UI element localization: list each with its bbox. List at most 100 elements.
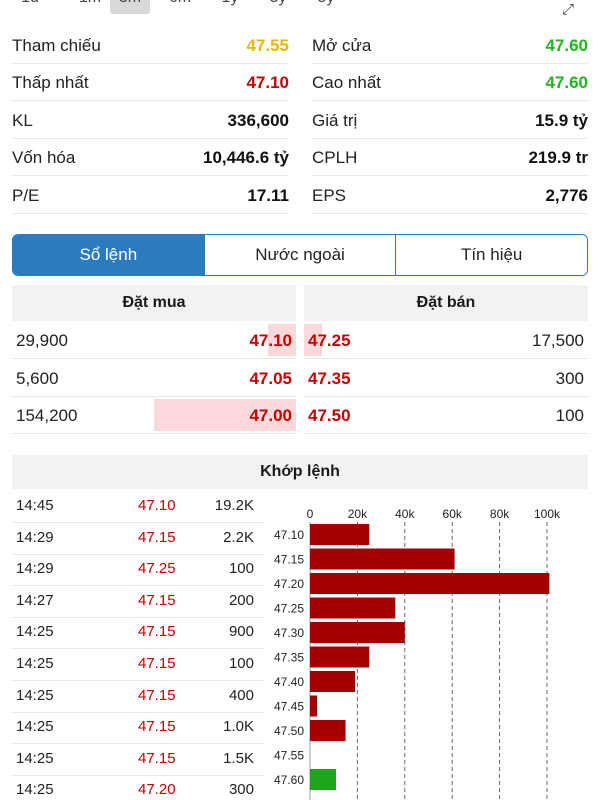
tab-nuoc-ngoai[interactable]: Nước ngoài — [203, 235, 396, 275]
stat-value: 2,776 — [545, 186, 588, 205]
stat-label: CPLH — [312, 148, 358, 167]
trade-price: 47.15 — [138, 749, 176, 767]
expand-arrows-icon[interactable]: ⤢ — [561, 1, 574, 18]
buy-order-row[interactable]: 29,900 47.10 — [12, 322, 296, 359]
stat-value: 10,446.6 tỷ — [202, 148, 289, 167]
period-tab-3y[interactable]: 3y — [258, 0, 298, 14]
sell-price: 47.50 — [308, 406, 351, 425]
stat-value: 47.60 — [545, 73, 588, 92]
period-tab-5y[interactable]: 5y — [306, 0, 346, 14]
period-tab-3m[interactable]: 3m — [110, 0, 150, 14]
x-tick-label: 20k — [348, 507, 368, 521]
volume-bar — [310, 720, 346, 741]
buy-volume-bar — [268, 324, 296, 356]
detail-tabs: Sổ lệnh Nước ngoài Tín hiệu — [12, 234, 588, 276]
stat-thap-nhat: Thấp nhất 47.10 — [12, 65, 289, 101]
stat-value: 336,600 — [227, 111, 289, 130]
stat-value: 47.55 — [246, 36, 289, 55]
sell-order-row[interactable]: 47.25 17,500 — [304, 322, 588, 359]
trade-row: 14:45 47.10 19.2K — [12, 491, 264, 523]
trade-time: 14:29 — [16, 528, 54, 546]
stat-mo-cua: Mở cửa 47.60 — [312, 28, 588, 64]
trade-vol: 300 — [228, 781, 254, 799]
x-tick-label: 80k — [490, 507, 510, 521]
volume-by-price-chart: 0 20k 40k 60k 80k 100k 47.10 47.15 47.20 47.25 47.… — [274, 507, 561, 800]
trade-price: 47.25 — [138, 560, 176, 578]
stat-label: Tham chiếu — [12, 36, 101, 55]
buy-price: 47.05 — [249, 369, 292, 388]
tab-so-lenh[interactable]: Sổ lệnh — [13, 235, 204, 275]
trade-time: 14:45 — [16, 497, 54, 514]
stat-label: P/E — [12, 186, 40, 205]
tab-tin-hieu[interactable]: Tín hiệu — [395, 235, 587, 275]
y-tick-label: 47.45 — [274, 700, 304, 714]
stat-label: Cao nhất — [312, 73, 381, 92]
y-tick-label: 47.40 — [274, 675, 304, 689]
stat-label: Thấp nhất — [12, 73, 89, 92]
sell-order-row[interactable]: 47.50 100 — [304, 397, 588, 434]
trade-price: 47.10 — [138, 497, 176, 514]
trade-vol: 100 — [228, 560, 254, 578]
buy-header: Đặt mua — [12, 285, 296, 321]
volume-bar — [310, 769, 337, 790]
y-tick-label: 47.60 — [274, 773, 304, 787]
buy-price: 47.00 — [249, 406, 292, 425]
buy-volume-bar — [154, 399, 296, 431]
trade-price: 47.20 — [138, 781, 176, 799]
buy-order-row[interactable]: 5,600 47.05 — [12, 360, 296, 397]
buy-order-row[interactable]: 154,200 47.00 — [12, 397, 296, 434]
y-tick-label: 47.20 — [274, 577, 304, 591]
trade-time: 14:25 — [16, 781, 54, 799]
trade-vol: 400 — [228, 686, 254, 704]
volume-bar — [310, 524, 370, 545]
stat-value: 219.9 tr — [528, 148, 588, 167]
buy-qty: 29,900 — [16, 331, 68, 350]
trade-row: 14:25 47.15 900 — [12, 617, 264, 650]
sell-volume-bar — [304, 324, 322, 356]
period-tab-1y[interactable]: 1y — [210, 0, 250, 14]
period-tab-1d[interactable]: 1d — [10, 0, 50, 14]
trade-vol: 900 — [228, 623, 254, 641]
trade-vol: 19.2K — [214, 497, 254, 514]
sell-order-row[interactable]: 47.35 300 — [304, 360, 588, 397]
period-tab-6m[interactable]: 6m — [160, 0, 200, 14]
stat-tham-chieu: Tham chiếu 47.55 — [12, 28, 289, 64]
trade-price: 47.15 — [138, 686, 176, 704]
stat-label: Giá trị — [312, 111, 358, 130]
stat-eps: EPS 2,776 — [312, 178, 588, 214]
y-tick-label: 47.55 — [274, 749, 304, 763]
x-tick-label: 40k — [395, 507, 415, 521]
y-tick-label: 47.50 — [274, 724, 304, 738]
stat-label: KL — [12, 111, 33, 130]
trade-time: 14:29 — [16, 560, 54, 578]
stat-value: 15.9 tỷ — [535, 111, 588, 130]
period-tabs: 1d 1m3m 6m 1y 3y 5y — [0, 0, 600, 14]
sell-header: Đặt bán — [304, 285, 588, 321]
volume-bar — [310, 695, 318, 717]
trade-vol: 2.2K — [223, 528, 254, 546]
trade-price: 47.15 — [138, 655, 176, 672]
x-tick-label: 60k — [443, 507, 463, 521]
y-tick-label: 47.25 — [274, 602, 304, 616]
stat-pe: P/E 17.11 — [12, 178, 289, 214]
sell-price: 47.25 — [308, 331, 351, 350]
sell-qty: 300 — [555, 369, 584, 388]
trade-row: 14:29 47.15 2.2K — [12, 523, 264, 555]
trade-vol: 1.5K — [223, 749, 254, 767]
trade-price: 47.15 — [138, 718, 176, 736]
stat-label: Vốn hóa — [12, 148, 76, 167]
buy-price: 47.10 — [249, 331, 292, 350]
stat-value: 47.60 — [545, 36, 588, 55]
trade-row: 14:25 47.15 1.5K — [12, 744, 264, 776]
trade-vol: 100 — [228, 655, 254, 672]
trade-row: 14:27 47.15 200 — [12, 586, 264, 618]
matched-header: Khớp lệnh — [12, 455, 588, 489]
trade-time: 14:25 — [16, 655, 54, 672]
trade-vol: 200 — [228, 591, 254, 609]
period-tab-1m[interactable]: 1m — [70, 0, 110, 14]
volume-bar — [310, 548, 455, 570]
trade-row: 14:25 47.15 100 — [12, 649, 264, 681]
stat-value: 17.11 — [247, 186, 289, 205]
trade-time: 14:25 — [16, 718, 54, 736]
y-tick-label: 47.15 — [274, 553, 304, 567]
